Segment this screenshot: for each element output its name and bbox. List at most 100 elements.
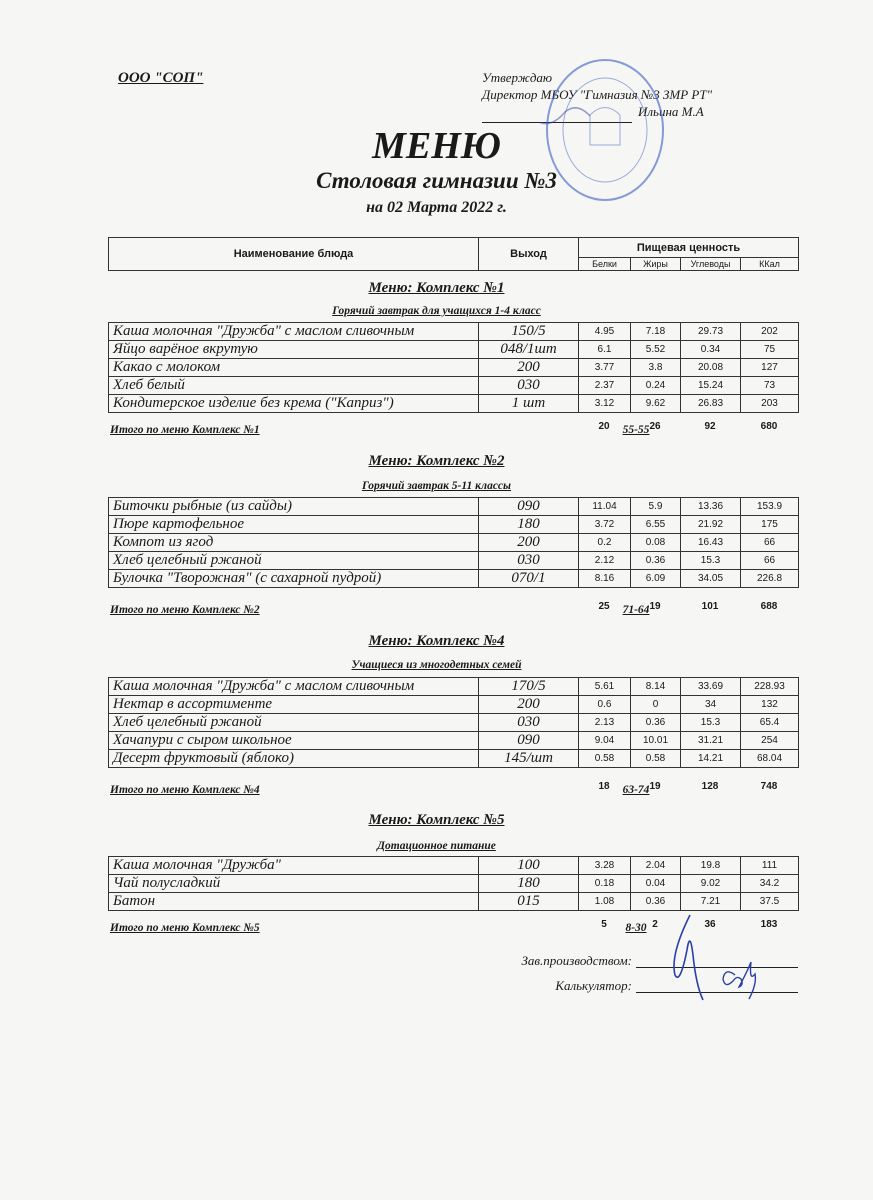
section-subtitle: Горячий завтрак для учащихся 1-4 класс: [332, 305, 541, 317]
total-proteins: 5: [601, 919, 607, 930]
dish-carbs: 34: [680, 695, 741, 714]
table-row: Какао с молоком 200 3.77 3.8 20.08 127: [108, 358, 799, 377]
table-row: Хлеб белый 030 2.37 0.24 15.24 73: [108, 376, 799, 395]
dish-name: Хачапури с сыром школьное: [108, 731, 479, 750]
dish-fats: 3.8: [630, 358, 681, 377]
total-fats: 2: [652, 919, 658, 930]
dish-output: 015: [478, 892, 579, 911]
table-row: Чай полусладкий 180 0.18 0.04 9.02 34.2: [108, 874, 799, 893]
section-subtitle: Горячий завтрак 5-11 классы: [361, 480, 512, 492]
director-name: Ильина М.А: [638, 104, 704, 119]
dish-kcal: 132: [740, 695, 799, 714]
dish-output: 150/5: [478, 322, 579, 341]
total-output: 63-74: [622, 784, 650, 796]
dish-proteins: 3.77: [578, 358, 631, 377]
dish-carbs: 13.36: [680, 497, 741, 516]
director-signature-line: [482, 122, 632, 123]
dish-name: Яйцо варёное вкрутую: [108, 340, 479, 359]
page-subtitle: Столовая гимназии №3: [316, 168, 557, 193]
total-kcal: 680: [760, 421, 778, 432]
dish-name: Каша молочная "Дружба" с маслом сливочны…: [108, 677, 479, 696]
dish-name: Хлеб белый: [108, 376, 479, 395]
table-row: Десерт фруктовый (яблоко) 145/шт 0.58 0.58 1…: [108, 749, 799, 768]
dish-fats: 0.58: [630, 749, 681, 768]
table-row: Кондитерское изделие без крема ("Каприз"…: [108, 394, 799, 413]
dish-carbs: 15.24: [680, 376, 741, 395]
dish-carbs: 15.3: [680, 713, 741, 732]
dish-output: 200: [478, 358, 579, 377]
dish-carbs: 21.92: [680, 515, 741, 534]
total-output: 55-55: [622, 424, 650, 436]
dish-output: 145/шт: [478, 749, 579, 768]
table-header: Наименование блюда Выход Пищевая ценност…: [108, 236, 800, 271]
section-total: Итого по меню Комплекс №4 63-74 18 19 128 748: [108, 781, 798, 800]
director-title: Директор МБОУ "Гимназия №3 ЗМР РТ": [482, 87, 713, 102]
table-row: Хлеб целебный ржаной 030 2.12 0.36 15.3 66: [108, 551, 799, 570]
dish-fats: 0.08: [630, 533, 681, 552]
page-title: МЕНЮ: [372, 125, 501, 167]
dish-kcal: 202: [740, 322, 799, 341]
dish-carbs: 15.3: [680, 551, 741, 570]
dish-name: Кондитерское изделие без крема ("Каприз"…: [108, 394, 479, 413]
dish-output: 070/1: [478, 569, 579, 588]
total-carbs: 128: [701, 781, 719, 792]
dish-fats: 0: [630, 695, 681, 714]
section-subtitle: Дотационное питание: [377, 840, 496, 852]
dish-carbs: 7.21: [680, 892, 741, 911]
table-row: Батон 015 1.08 0.36 7.21 37.5: [108, 892, 799, 911]
dish-carbs: 33.69: [680, 677, 741, 696]
column-name-header: Наименование блюда: [108, 237, 479, 271]
table-row: Каша молочная "Дружба" с маслом сливочны…: [108, 322, 799, 341]
dish-kcal: 153.9: [740, 497, 799, 516]
table-row: Компот из ягод 200 0.2 0.08 16.43 66: [108, 533, 799, 552]
dish-proteins: 2.13: [578, 713, 631, 732]
dish-proteins: 8.16: [578, 569, 631, 588]
dish-proteins: 3.28: [578, 856, 631, 875]
approve-label: Утверждаю: [482, 70, 553, 85]
official-stamp: [540, 59, 664, 201]
total-fats: 19: [649, 781, 661, 792]
dish-output: 090: [478, 497, 579, 516]
calculator-label: Калькулятор:: [555, 978, 632, 993]
dish-name: Батон: [108, 892, 479, 911]
menu-date: на 02 Марта 2022 г.: [366, 199, 507, 216]
dish-carbs: 34.05: [680, 569, 741, 588]
dish-name: Десерт фруктовый (яблоко): [108, 749, 479, 768]
dish-fats: 5.52: [630, 340, 681, 359]
dish-proteins: 5.61: [578, 677, 631, 696]
dish-carbs: 31.21: [680, 731, 741, 750]
dish-proteins: 11.04: [578, 497, 631, 516]
total-label: Итого по меню Комплекс №4: [110, 784, 260, 796]
table-row: Булочка "Творожная" (с сахарной пудрой) 0…: [108, 569, 799, 588]
dish-kcal: 37.5: [740, 892, 799, 911]
dish-fats: 0.36: [630, 713, 681, 732]
dish-fats: 0.24: [630, 376, 681, 395]
dish-kcal: 228.93: [740, 677, 799, 696]
total-output: 71-64: [622, 604, 650, 616]
dish-output: 030: [478, 551, 579, 570]
dish-name: Хлеб целебный ржаной: [108, 551, 479, 570]
dish-output: 180: [478, 874, 579, 893]
column-output-header: Выход: [478, 237, 579, 271]
section-total: Итого по меню Комплекс №1 55-55 20 26 92 680: [108, 421, 798, 440]
dish-proteins: 3.72: [578, 515, 631, 534]
section-total: Итого по меню Комплекс №5 8-30 5 2 36 183: [108, 919, 798, 938]
dish-proteins: 0.6: [578, 695, 631, 714]
calculator-signature-line: [636, 992, 798, 993]
dish-carbs: 9.02: [680, 874, 741, 893]
dish-output: 170/5: [478, 677, 579, 696]
dish-fats: 0.36: [630, 551, 681, 570]
table-row: Хлеб целебный ржаной 030 2.13 0.36 15.3 65.4: [108, 713, 799, 732]
dish-proteins: 2.12: [578, 551, 631, 570]
dish-name: Хлеб целебный ржаной: [108, 713, 479, 732]
table-row: Яйцо варёное вкрутую 048/1шт 6.1 5.52 0.34 75: [108, 340, 799, 359]
column-carbs-header: Углеводы: [680, 257, 741, 271]
dish-carbs: 14.21: [680, 749, 741, 768]
dish-kcal: 127: [740, 358, 799, 377]
total-fats: 26: [649, 421, 661, 432]
total-carbs: 36: [704, 919, 716, 930]
dish-fats: 7.18: [630, 322, 681, 341]
dish-proteins: 9.04: [578, 731, 631, 750]
total-fats: 19: [649, 601, 661, 612]
dish-name: Биточки рыбные (из сайды): [108, 497, 479, 516]
